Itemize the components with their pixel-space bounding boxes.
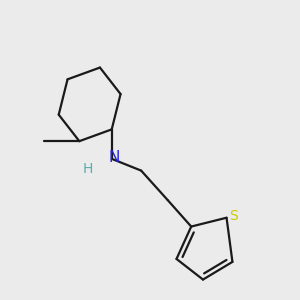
Text: H: H [83,162,93,176]
Text: N: N [109,150,120,165]
Text: S: S [230,209,238,223]
